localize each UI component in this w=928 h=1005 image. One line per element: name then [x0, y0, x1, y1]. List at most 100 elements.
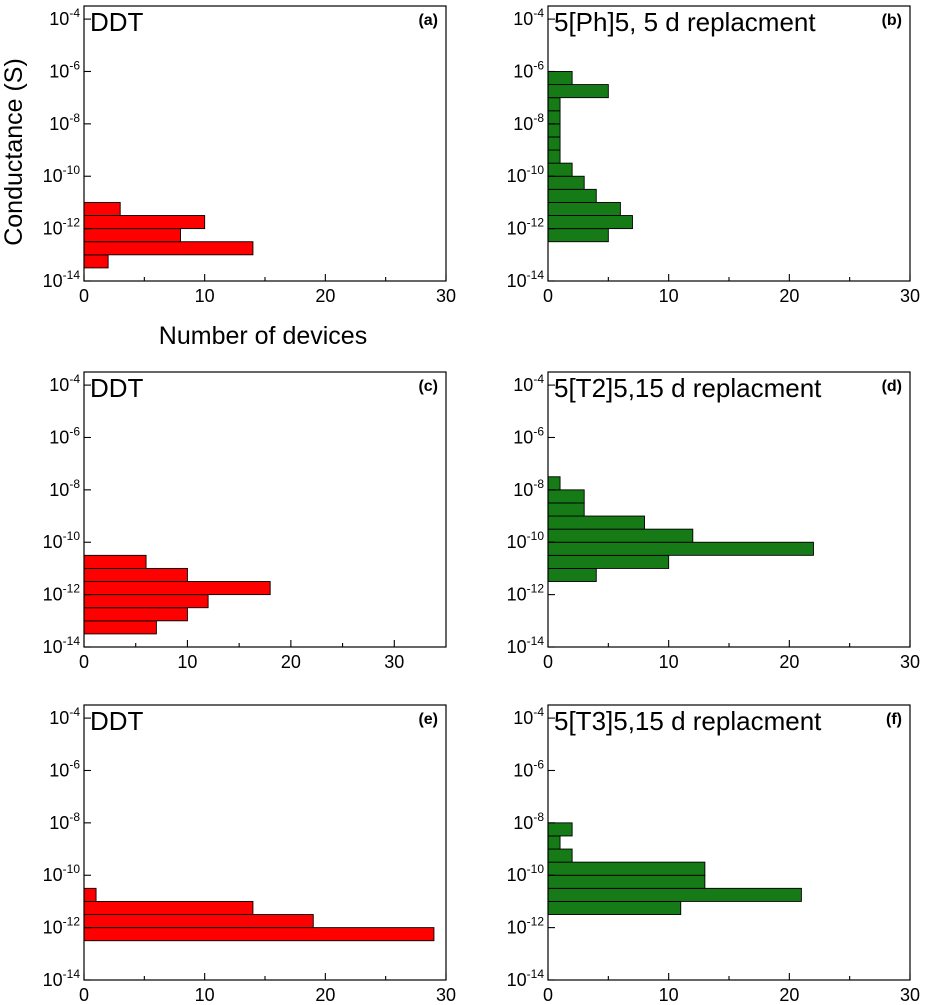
y-tick-label: 10-4 — [513, 6, 544, 29]
y-tick-label: 10-6 — [513, 58, 544, 81]
bar — [547, 201, 621, 216]
y-tick-label: 10-6 — [49, 58, 80, 81]
x-tick-label: 0 — [79, 985, 89, 1005]
y-tick-label: 10-14 — [43, 967, 81, 990]
y-tick-label: 10-14 — [507, 268, 545, 291]
y-tick-label: 10-14 — [507, 967, 545, 990]
y-tick-label: 10-4 — [49, 705, 80, 728]
bar — [547, 887, 802, 902]
bar — [547, 835, 561, 850]
bar — [83, 927, 435, 942]
x-tick-label: 20 — [315, 985, 335, 1005]
bar — [547, 71, 573, 86]
x-tick-label: 30 — [384, 652, 404, 672]
x-axis-label: Number of devices — [159, 322, 367, 350]
bar — [83, 228, 181, 243]
y-tick-label: 10-8 — [49, 477, 80, 500]
panel-title: DDT — [90, 7, 144, 37]
panel-title: 5[Ph]5, 5 d replacment — [554, 7, 816, 37]
bar — [547, 97, 561, 112]
bar — [83, 887, 97, 902]
x-tick-label: 20 — [315, 286, 335, 306]
x-tick-label: 20 — [779, 286, 799, 306]
bar — [83, 607, 188, 622]
bar — [83, 914, 314, 929]
y-tick-label: 10-6 — [513, 757, 544, 780]
y-tick-label: 10-8 — [49, 111, 80, 134]
bar — [83, 254, 109, 269]
y-tick-label: 10-10 — [507, 163, 545, 186]
bar — [83, 554, 147, 569]
y-tick-label: 10-14 — [43, 634, 81, 657]
panel-f: 0 10 20 30 10-14 10-12 10-10 10-8 10-6 10-4 5[T3]5… — [507, 704, 920, 1005]
y-tick-label: 10-14 — [43, 268, 81, 291]
panel-title: DDT — [90, 373, 144, 403]
panel-e: 0 10 20 30 10-14 10-12 10-10 10-8 10-6 10-4 DDT (e) — [43, 704, 456, 1005]
bar — [547, 476, 561, 491]
bar — [83, 241, 254, 256]
x-tick-label: 10 — [195, 286, 215, 306]
x-tick-label: 20 — [281, 652, 301, 672]
y-tick-label: 10-10 — [43, 163, 81, 186]
bar — [547, 110, 561, 125]
panel-title: 5[T3]5,15 d replacment — [554, 706, 822, 736]
bar — [547, 175, 585, 190]
y-tick-label: 10-14 — [507, 634, 545, 657]
panels: 0 10 20 30 10-14 10-12 10-10 10-8 10-6 10-4 DDT (a)… — [43, 5, 920, 1005]
y-tick-label: 10-8 — [513, 477, 544, 500]
bar — [547, 502, 585, 517]
y-tick-label: 10-6 — [49, 424, 80, 447]
bar — [83, 581, 271, 596]
x-tick-label: 0 — [79, 286, 89, 306]
x-tick-label: 10 — [659, 652, 679, 672]
panel-d: 0 10 20 30 10-14 10-12 10-10 10-8 10-6 10-4 5[T2]5… — [507, 371, 920, 672]
x-tick-label: 0 — [543, 652, 553, 672]
y-tick-label: 10-12 — [507, 582, 545, 605]
y-tick-label: 10-8 — [513, 810, 544, 833]
bar — [547, 554, 670, 569]
x-tick-label: 30 — [900, 985, 920, 1005]
y-tick-label: 10-12 — [507, 216, 545, 239]
y-tick-label: 10-4 — [513, 705, 544, 728]
x-tick-label: 30 — [436, 985, 456, 1005]
y-tick-label: 10-6 — [49, 757, 80, 780]
bar — [547, 861, 706, 876]
bar — [547, 848, 573, 863]
y-tick-label: 10-10 — [43, 862, 81, 885]
y-tick-label: 10-4 — [513, 372, 544, 395]
bar — [547, 874, 706, 889]
y-tick-label: 10-8 — [513, 111, 544, 134]
bar — [547, 149, 561, 164]
y-tick-label: 10-4 — [49, 6, 80, 29]
panel-letter: (a) — [418, 12, 438, 29]
x-tick-label: 30 — [436, 286, 456, 306]
x-tick-label: 10 — [659, 286, 679, 306]
y-tick-label: 10-10 — [43, 529, 81, 552]
y-tick-label: 10-12 — [507, 915, 545, 938]
panel-letter: (e) — [418, 711, 438, 728]
bar — [83, 567, 188, 582]
bar — [547, 215, 633, 230]
panel-letter: (b) — [882, 12, 902, 29]
bar — [83, 594, 209, 609]
bar — [547, 528, 694, 543]
x-tick-label: 30 — [900, 286, 920, 306]
x-tick-label: 10 — [177, 652, 197, 672]
x-tick-label: 0 — [543, 286, 553, 306]
y-tick-label: 10-10 — [507, 529, 545, 552]
bar — [83, 900, 254, 915]
panel-title: DDT — [90, 706, 144, 736]
panel-letter: (f) — [886, 711, 902, 728]
plot-frame — [83, 371, 447, 648]
y-tick-label: 10-10 — [507, 862, 545, 885]
x-tick-label: 10 — [659, 985, 679, 1005]
bar — [547, 123, 561, 138]
x-tick-label: 10 — [195, 985, 215, 1005]
bar — [83, 215, 206, 230]
panel-a: 0 10 20 30 10-14 10-12 10-10 10-8 10-6 10-4 DDT (a) — [43, 5, 456, 306]
bar — [547, 515, 645, 530]
y-tick-label: 10-8 — [49, 810, 80, 833]
x-tick-label: 20 — [779, 652, 799, 672]
y-tick-label: 10-12 — [43, 216, 81, 239]
panel-b: 0 10 20 30 10-14 10-12 10-10 10-8 10-6 10-4 5[Ph]5… — [507, 5, 920, 306]
